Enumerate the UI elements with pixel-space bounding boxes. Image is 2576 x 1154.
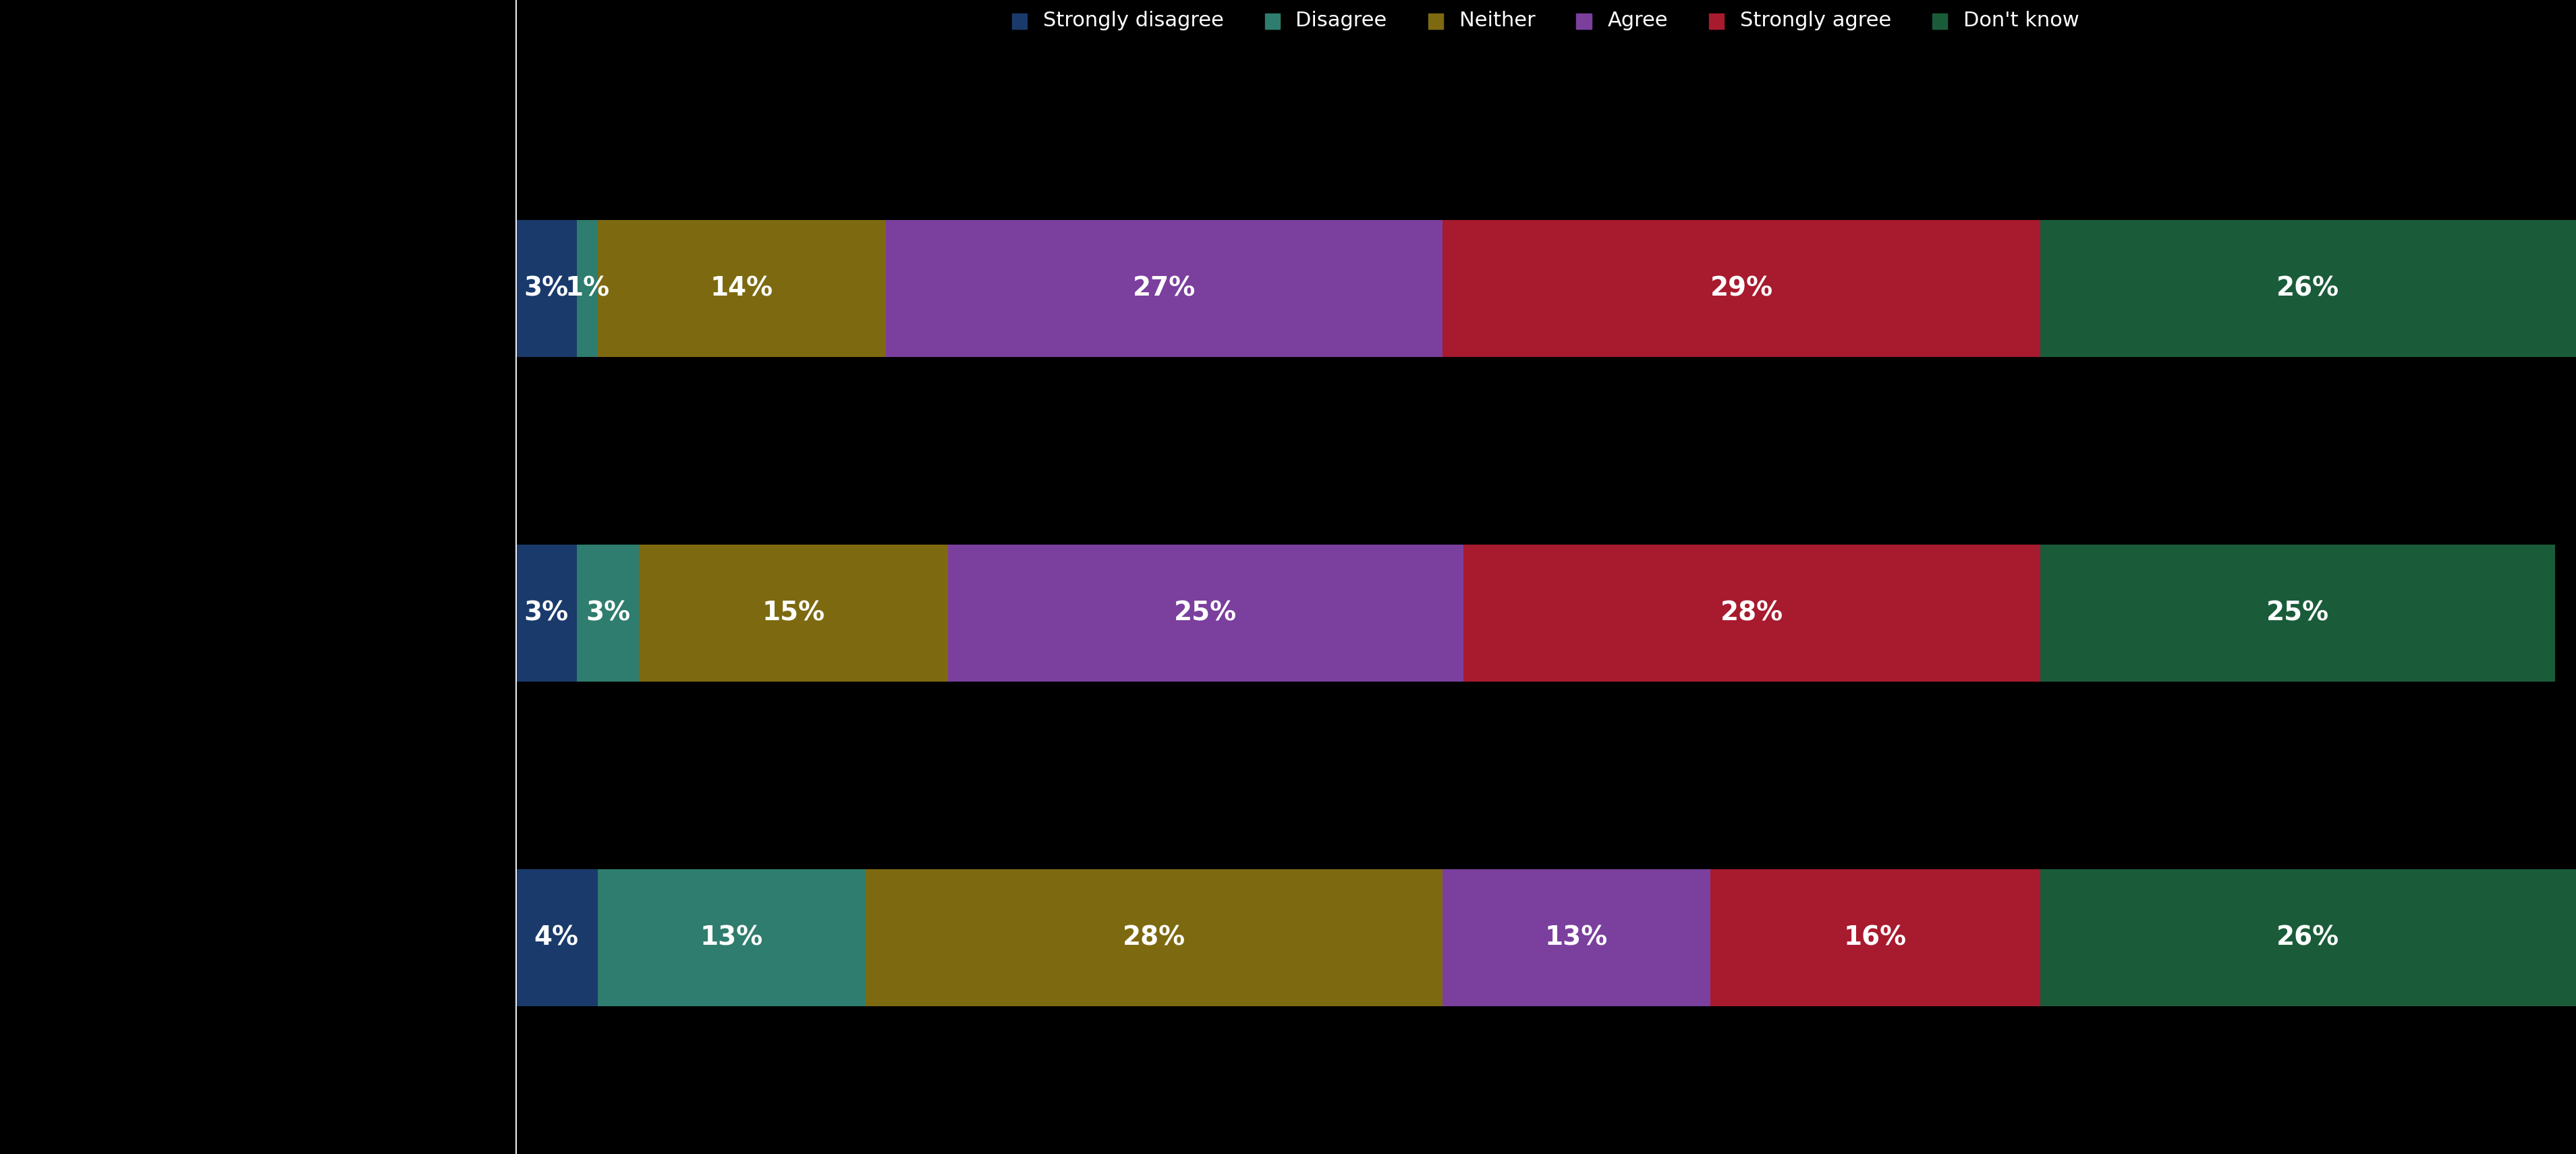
Bar xyxy=(598,869,866,1006)
Bar xyxy=(2040,545,2555,682)
Text: 28%: 28% xyxy=(1123,924,1185,951)
Bar xyxy=(866,869,1443,1006)
Legend: Strongly disagree, Disagree, Neither, Agree, Strongly agree, Don't know: Strongly disagree, Disagree, Neither, Ag… xyxy=(1012,10,2079,31)
Text: 26%: 26% xyxy=(2277,276,2339,301)
Text: 4%: 4% xyxy=(533,924,580,951)
Bar xyxy=(639,545,948,682)
Text: 25%: 25% xyxy=(2267,600,2329,625)
Text: 3%: 3% xyxy=(523,600,569,625)
Text: 27%: 27% xyxy=(1133,276,1195,301)
Bar xyxy=(2040,220,2576,357)
Text: 14%: 14% xyxy=(711,276,773,301)
Bar xyxy=(515,220,577,357)
Bar xyxy=(948,545,1463,682)
Bar xyxy=(886,220,1443,357)
Bar xyxy=(1443,869,1710,1006)
Text: 26%: 26% xyxy=(2277,924,2339,951)
Text: 1%: 1% xyxy=(564,276,611,301)
Bar xyxy=(1463,545,2040,682)
Bar xyxy=(598,220,886,357)
Text: 13%: 13% xyxy=(1546,924,1607,951)
Text: 28%: 28% xyxy=(1721,600,1783,625)
Bar xyxy=(577,220,598,357)
Bar xyxy=(1443,220,2040,357)
Bar xyxy=(515,545,577,682)
Bar xyxy=(515,869,598,1006)
Bar xyxy=(577,545,639,682)
Text: 3%: 3% xyxy=(523,276,569,301)
Bar xyxy=(1710,869,2040,1006)
Text: 3%: 3% xyxy=(585,600,631,625)
Text: 29%: 29% xyxy=(1710,276,1772,301)
Bar xyxy=(2040,869,2576,1006)
Text: 16%: 16% xyxy=(1844,924,1906,951)
Text: 25%: 25% xyxy=(1175,600,1236,625)
Text: 13%: 13% xyxy=(701,924,762,951)
Text: 15%: 15% xyxy=(762,600,824,625)
